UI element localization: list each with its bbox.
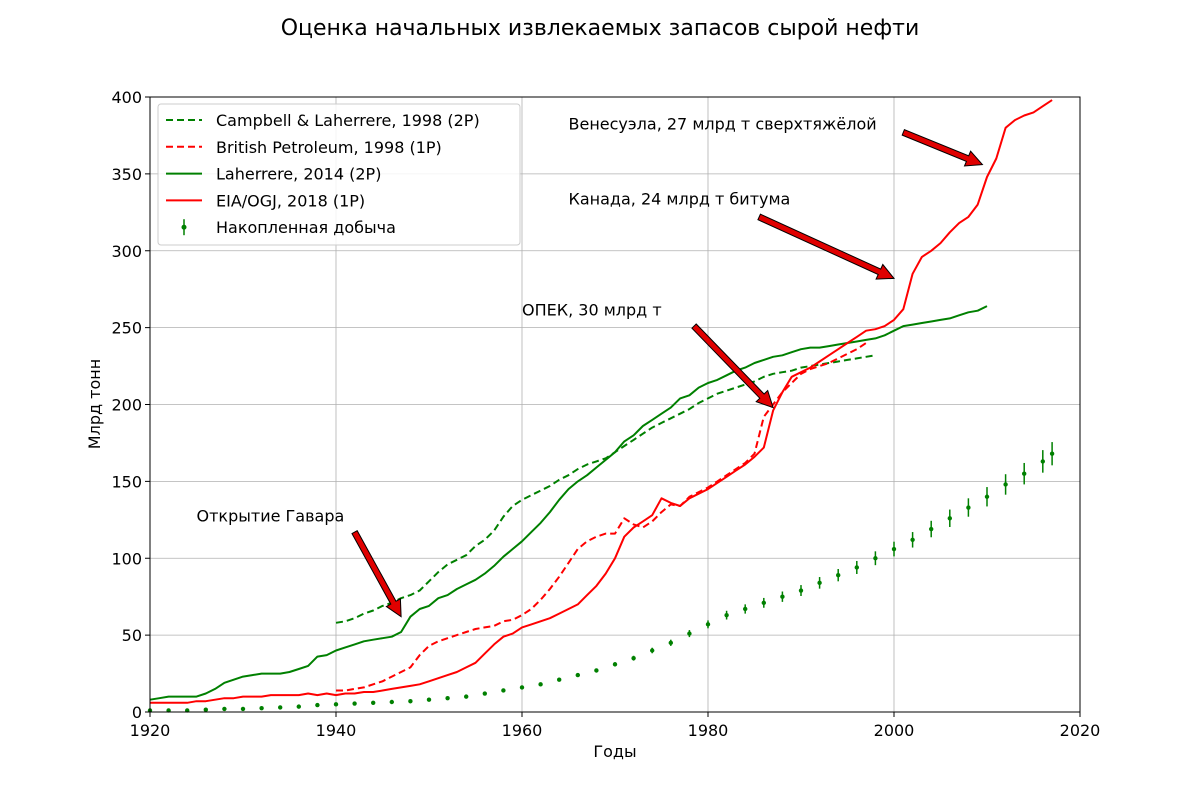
y-axis-label: Млрд тонн xyxy=(85,359,104,449)
production-point xyxy=(1040,459,1046,464)
y-tick-label: 0 xyxy=(132,703,142,722)
x-tick-label: 2020 xyxy=(1060,721,1101,740)
annotations: Открытие Гавара ОПЕК, 30 млрд т Канада, 24… xyxy=(197,114,984,618)
production-point xyxy=(482,691,487,696)
annotation-label: Открытие Гавара xyxy=(197,506,345,525)
annotation-label: Канада, 24 млрд т битума xyxy=(569,190,791,209)
y-tick-label: 300 xyxy=(111,242,142,261)
production-point xyxy=(761,600,766,606)
production-point xyxy=(1049,451,1055,456)
annotation-label: ОПЕК, 30 млрд т xyxy=(522,300,662,319)
x-tick-label: 1980 xyxy=(688,721,729,740)
series-line-0 xyxy=(335,354,876,624)
series-layer xyxy=(149,99,1053,704)
production-point xyxy=(445,695,450,701)
legend-label: Laherrere, 2014 (2P) xyxy=(216,165,381,184)
production-point xyxy=(705,622,711,627)
x-axis-label: Годы xyxy=(593,742,636,761)
production-point xyxy=(836,572,841,578)
legend: Campbell & Laherrere, 1998 (2P) British P… xyxy=(157,103,521,246)
production-point xyxy=(873,556,878,561)
production-point xyxy=(1003,482,1008,487)
y-tick-label: 350 xyxy=(111,165,142,184)
production-point xyxy=(724,612,729,618)
production-point xyxy=(278,705,283,710)
annotation-arrow xyxy=(351,530,402,618)
production-point xyxy=(854,565,859,570)
x-tick-label: 1940 xyxy=(316,721,357,740)
production-point xyxy=(929,526,934,532)
production-point xyxy=(203,707,208,712)
legend-label: Campbell & Laherrere, 1998 (2P) xyxy=(216,111,480,130)
y-tick-label: 250 xyxy=(111,319,142,338)
production-point xyxy=(1021,471,1027,476)
production-point xyxy=(966,505,971,510)
legend-label: British Petroleum, 1998 (1P) xyxy=(216,138,442,157)
production-point xyxy=(315,702,320,708)
production-point xyxy=(222,706,227,712)
series-line-1 xyxy=(336,342,867,692)
y-tick-label: 200 xyxy=(111,396,142,415)
legend-swatch-marker xyxy=(181,224,187,230)
production-point xyxy=(798,588,804,593)
production-point xyxy=(408,699,413,704)
production-point xyxy=(352,701,357,706)
production-point xyxy=(464,694,469,699)
y-tick-label: 150 xyxy=(111,472,142,491)
axis-ticks: 1920 1940 1960 1980 2000 2020 0 50 100 150 200 250 3… xyxy=(111,88,1100,740)
x-tick-label: 1920 xyxy=(130,721,171,740)
annotation-arrow xyxy=(757,213,896,280)
production-point xyxy=(631,655,636,661)
production-point xyxy=(519,685,525,690)
production-point xyxy=(668,640,673,646)
production-point xyxy=(984,494,990,499)
annotation-arrow xyxy=(691,323,774,409)
production-point xyxy=(687,631,692,636)
production-point xyxy=(575,672,580,678)
production-point xyxy=(891,546,897,552)
production-point xyxy=(612,662,618,667)
production-point xyxy=(501,688,506,693)
series-line-3 xyxy=(150,99,1053,704)
production-point xyxy=(557,677,562,682)
production-point xyxy=(947,516,952,521)
x-tick-label: 1960 xyxy=(502,721,543,740)
production-point xyxy=(538,682,543,687)
production-point xyxy=(333,702,339,707)
chart-title: Оценка начальных извлекаемых запасов сыр… xyxy=(281,16,920,41)
production-point xyxy=(296,704,301,709)
production-point xyxy=(240,706,246,712)
annotation-label: Венесуэла, 27 млрд т сверхтяжёлой xyxy=(569,114,877,133)
production-point xyxy=(389,699,394,705)
y-tick-label: 100 xyxy=(111,549,142,568)
legend-box xyxy=(157,103,521,246)
production-point xyxy=(780,594,785,599)
production-point xyxy=(259,705,264,711)
y-tick-label: 50 xyxy=(122,626,142,645)
production-point xyxy=(371,700,376,705)
production-point xyxy=(743,606,748,612)
production-point xyxy=(594,668,599,673)
x-tick-label: 2000 xyxy=(874,721,915,740)
production-point xyxy=(910,537,915,542)
annotation-arrow xyxy=(901,128,984,167)
production-point xyxy=(817,580,822,586)
legend-label: Накопленная добыча xyxy=(216,218,396,237)
production-point xyxy=(650,648,655,653)
legend-label: EIA/OGJ, 2018 (1P) xyxy=(216,191,365,210)
production-point xyxy=(426,697,432,702)
y-tick-label: 400 xyxy=(111,88,142,107)
